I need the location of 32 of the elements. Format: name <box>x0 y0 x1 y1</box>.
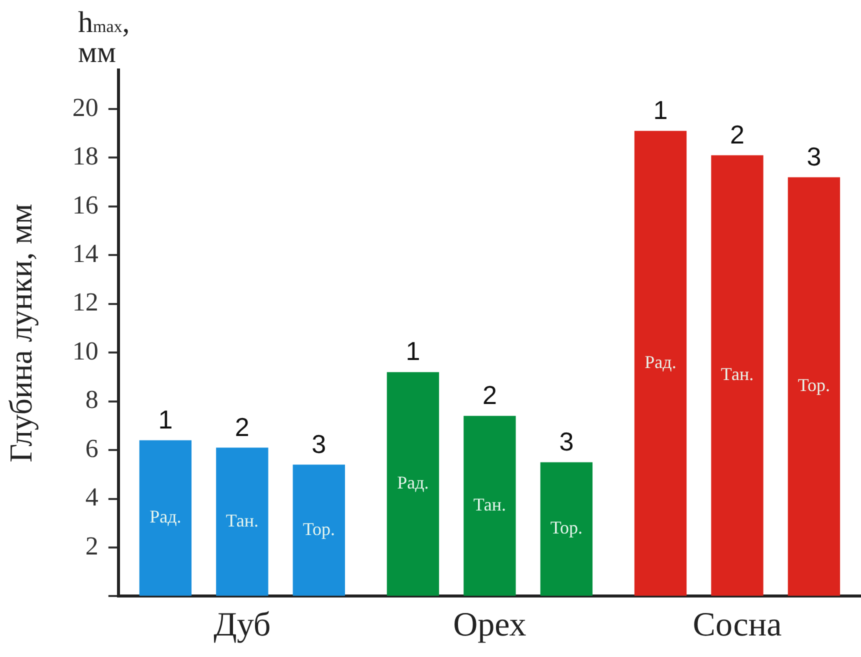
x-tick-label: Сосна <box>692 606 782 644</box>
series-label: Тор. <box>302 518 335 539</box>
y-tick-label: 14 <box>72 238 98 268</box>
annotation: 3 <box>806 141 822 172</box>
y-tick-label: 18 <box>72 142 98 171</box>
annotation: 3 <box>312 428 326 459</box>
annotation: 3 <box>559 426 574 456</box>
text: Рад. <box>150 506 182 527</box>
annotation: 2 <box>730 119 744 150</box>
y-tick-label: 2 <box>85 531 98 560</box>
annotation: 1 <box>653 95 668 126</box>
text: Тан. <box>473 494 506 515</box>
annotation: 1 <box>406 336 420 366</box>
y-tick-label: 6 <box>85 434 98 463</box>
text: Тор. <box>798 375 830 396</box>
y-tick-label: 10 <box>72 336 98 366</box>
y-tick-label: 12 <box>72 288 98 317</box>
series-label: Рад. <box>644 352 676 372</box>
text: Тор. <box>550 518 583 538</box>
y-axis-title: Глубина лунки, мм <box>2 204 39 462</box>
text: Тан. <box>720 364 754 384</box>
y-tick-label: 20 <box>72 92 98 122</box>
x-tick-label: Дуб <box>214 606 271 644</box>
y-tick-label: 4 <box>85 482 98 512</box>
y-tick-label: 8 <box>85 385 98 414</box>
text: Рад. <box>397 472 429 493</box>
annotation: 2 <box>234 412 250 442</box>
series-label: Тан. <box>226 510 259 530</box>
y-tick-label: 16 <box>72 190 98 220</box>
annotation: 1 <box>158 404 173 434</box>
annotation: 2 <box>482 380 497 410</box>
x-tick-label: Орех <box>453 606 526 644</box>
